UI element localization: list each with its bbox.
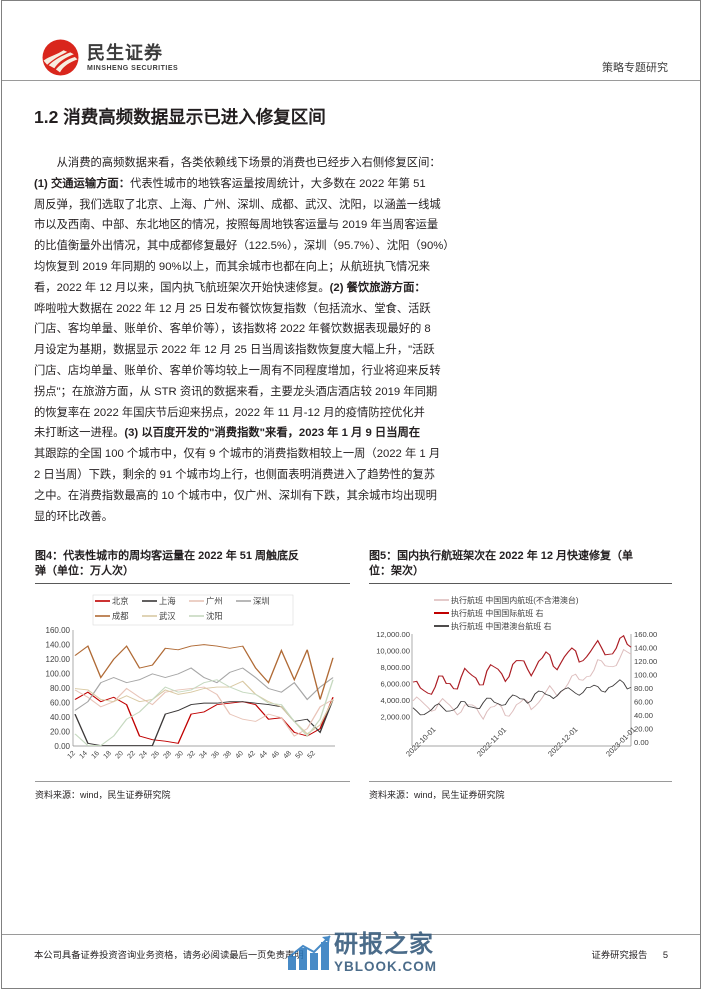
- svg-text:沈阳: 沈阳: [206, 611, 223, 621]
- svg-text:30: 30: [174, 750, 185, 761]
- svg-text:140.00: 140.00: [634, 644, 657, 653]
- svg-text:10,000.00: 10,000.00: [376, 647, 410, 656]
- svg-text:52: 52: [306, 750, 317, 761]
- svg-text:6,000.00: 6,000.00: [380, 680, 410, 689]
- svg-text:40: 40: [234, 750, 245, 761]
- svg-text:26: 26: [150, 750, 161, 761]
- svg-text:4,000.00: 4,000.00: [380, 696, 410, 705]
- svg-text:24: 24: [138, 750, 149, 761]
- svg-text:100.00: 100.00: [634, 671, 657, 680]
- svg-text:120.00: 120.00: [46, 655, 71, 664]
- svg-text:16: 16: [90, 750, 101, 761]
- svg-text:8,000.00: 8,000.00: [380, 663, 410, 672]
- svg-text:2022-10-01: 2022-10-01: [404, 725, 437, 758]
- svg-text:28: 28: [162, 750, 173, 761]
- svg-text:44: 44: [258, 750, 269, 761]
- svg-text:2022-12-01: 2022-12-01: [546, 725, 579, 758]
- svg-text:160.00: 160.00: [46, 626, 71, 635]
- svg-text:140.00: 140.00: [46, 641, 71, 650]
- svg-text:160.00: 160.00: [634, 630, 657, 639]
- svg-text:执行航班 中国港澳台航班 右: 执行航班 中国港澳台航班 右: [451, 621, 551, 631]
- svg-text:38: 38: [222, 750, 233, 761]
- svg-text:北京: 北京: [112, 596, 129, 606]
- svg-text:深圳: 深圳: [253, 596, 270, 606]
- svg-text:18: 18: [102, 750, 113, 761]
- svg-text:2022-11-01: 2022-11-01: [475, 725, 508, 758]
- svg-text:32: 32: [186, 750, 197, 761]
- svg-text:武汉: 武汉: [159, 611, 176, 621]
- svg-text:42: 42: [246, 750, 257, 761]
- svg-text:20: 20: [114, 750, 125, 761]
- svg-text:80.00: 80.00: [634, 684, 653, 693]
- svg-text:100.00: 100.00: [46, 670, 71, 679]
- svg-text:36: 36: [210, 750, 221, 761]
- svg-text:20.00: 20.00: [50, 728, 71, 737]
- svg-text:60.00: 60.00: [634, 698, 653, 707]
- svg-text:34: 34: [198, 750, 209, 761]
- svg-text:40.00: 40.00: [50, 713, 71, 722]
- svg-text:14: 14: [78, 750, 89, 761]
- svg-text:60.00: 60.00: [50, 699, 71, 708]
- svg-text:执行航班 中国国际航班 右: 执行航班 中国国际航班 右: [451, 608, 543, 618]
- svg-text:上海: 上海: [159, 596, 176, 606]
- svg-text:48: 48: [282, 750, 293, 761]
- svg-text:广州: 广州: [206, 596, 223, 606]
- svg-text:22: 22: [126, 750, 137, 761]
- svg-text:0.00: 0.00: [54, 742, 70, 751]
- svg-text:0.00: 0.00: [634, 738, 649, 747]
- svg-text:50: 50: [294, 750, 305, 761]
- svg-text:成都: 成都: [112, 611, 129, 621]
- svg-text:20.00: 20.00: [634, 725, 653, 734]
- svg-text:12: 12: [66, 750, 77, 761]
- svg-text:执行航班 中国国内航班(不含港澳台): 执行航班 中国国内航班(不含港澳台): [451, 595, 579, 605]
- svg-text:46: 46: [270, 750, 281, 761]
- svg-text:2023-01-01: 2023-01-01: [604, 725, 637, 758]
- svg-text:120.00: 120.00: [634, 657, 657, 666]
- svg-text:80.00: 80.00: [50, 684, 71, 693]
- svg-text:12,000.00: 12,000.00: [376, 630, 410, 639]
- svg-text:40.00: 40.00: [634, 711, 653, 720]
- svg-text:2,000.00: 2,000.00: [380, 713, 410, 722]
